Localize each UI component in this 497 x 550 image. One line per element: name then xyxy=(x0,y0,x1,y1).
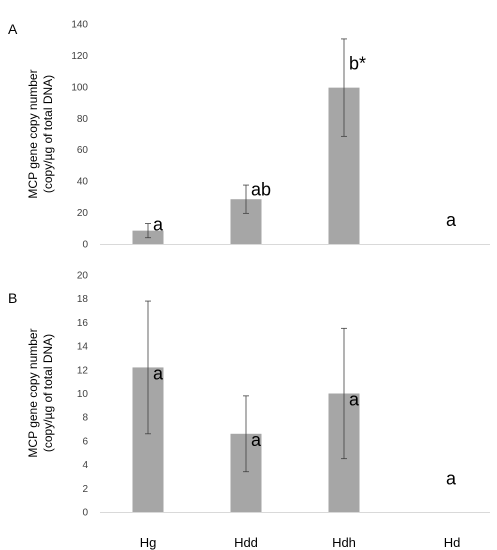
y-tick-label: 8 xyxy=(82,413,88,424)
y-axis-label-line-2: (copy/µg of total DNA) xyxy=(41,334,55,452)
y-axis-label-line-2: (copy/µg of total DNA) xyxy=(41,75,55,193)
y-tick-label: 40 xyxy=(77,177,89,188)
y-tick-label: 4 xyxy=(82,460,88,471)
y-tick-label: 6 xyxy=(82,436,88,447)
y-tick-label: 20 xyxy=(77,271,89,282)
significance-label: a xyxy=(446,210,457,230)
y-tick-label: 0 xyxy=(82,240,88,251)
y-axis-label-line-1: MCP gene copy number xyxy=(26,69,40,198)
y-tick-label: 12 xyxy=(77,365,89,376)
y-tick-label: 16 xyxy=(77,318,89,329)
y-tick-label: 80 xyxy=(77,114,89,125)
y-tick-label: 140 xyxy=(71,20,88,31)
y-tick-label: 20 xyxy=(77,208,89,219)
y-tick-label: 18 xyxy=(77,294,89,305)
y-tick-label: 0 xyxy=(82,508,88,519)
significance-label: ab xyxy=(251,179,271,199)
y-tick-label: 10 xyxy=(77,389,89,400)
y-axis-label-line-1: MCP gene copy number xyxy=(26,328,40,457)
panel-label: A xyxy=(8,21,18,37)
x-tick-label: Hd xyxy=(444,535,461,550)
x-tick-label: Hdd xyxy=(234,535,258,550)
y-tick-label: 100 xyxy=(71,82,88,93)
significance-label: b* xyxy=(349,53,366,73)
significance-label: a xyxy=(446,469,457,489)
x-tick-label: Hg xyxy=(140,535,157,550)
y-tick-label: 60 xyxy=(77,145,89,156)
significance-label: a xyxy=(153,363,164,383)
chart-panel-a: A MCP gene copy number (copy/µg of total D… xyxy=(8,20,490,251)
significance-label: a xyxy=(153,215,164,235)
x-tick-label: Hdh xyxy=(332,535,356,550)
panel-label: B xyxy=(8,290,17,306)
chart-panel-b: B MCP gene copy number (copy/µg of total D… xyxy=(8,271,490,550)
significance-label: a xyxy=(349,390,360,410)
significance-label: a xyxy=(251,430,262,450)
y-tick-label: 14 xyxy=(77,342,89,353)
y-tick-label: 2 xyxy=(82,484,88,495)
y-tick-label: 120 xyxy=(71,51,88,62)
